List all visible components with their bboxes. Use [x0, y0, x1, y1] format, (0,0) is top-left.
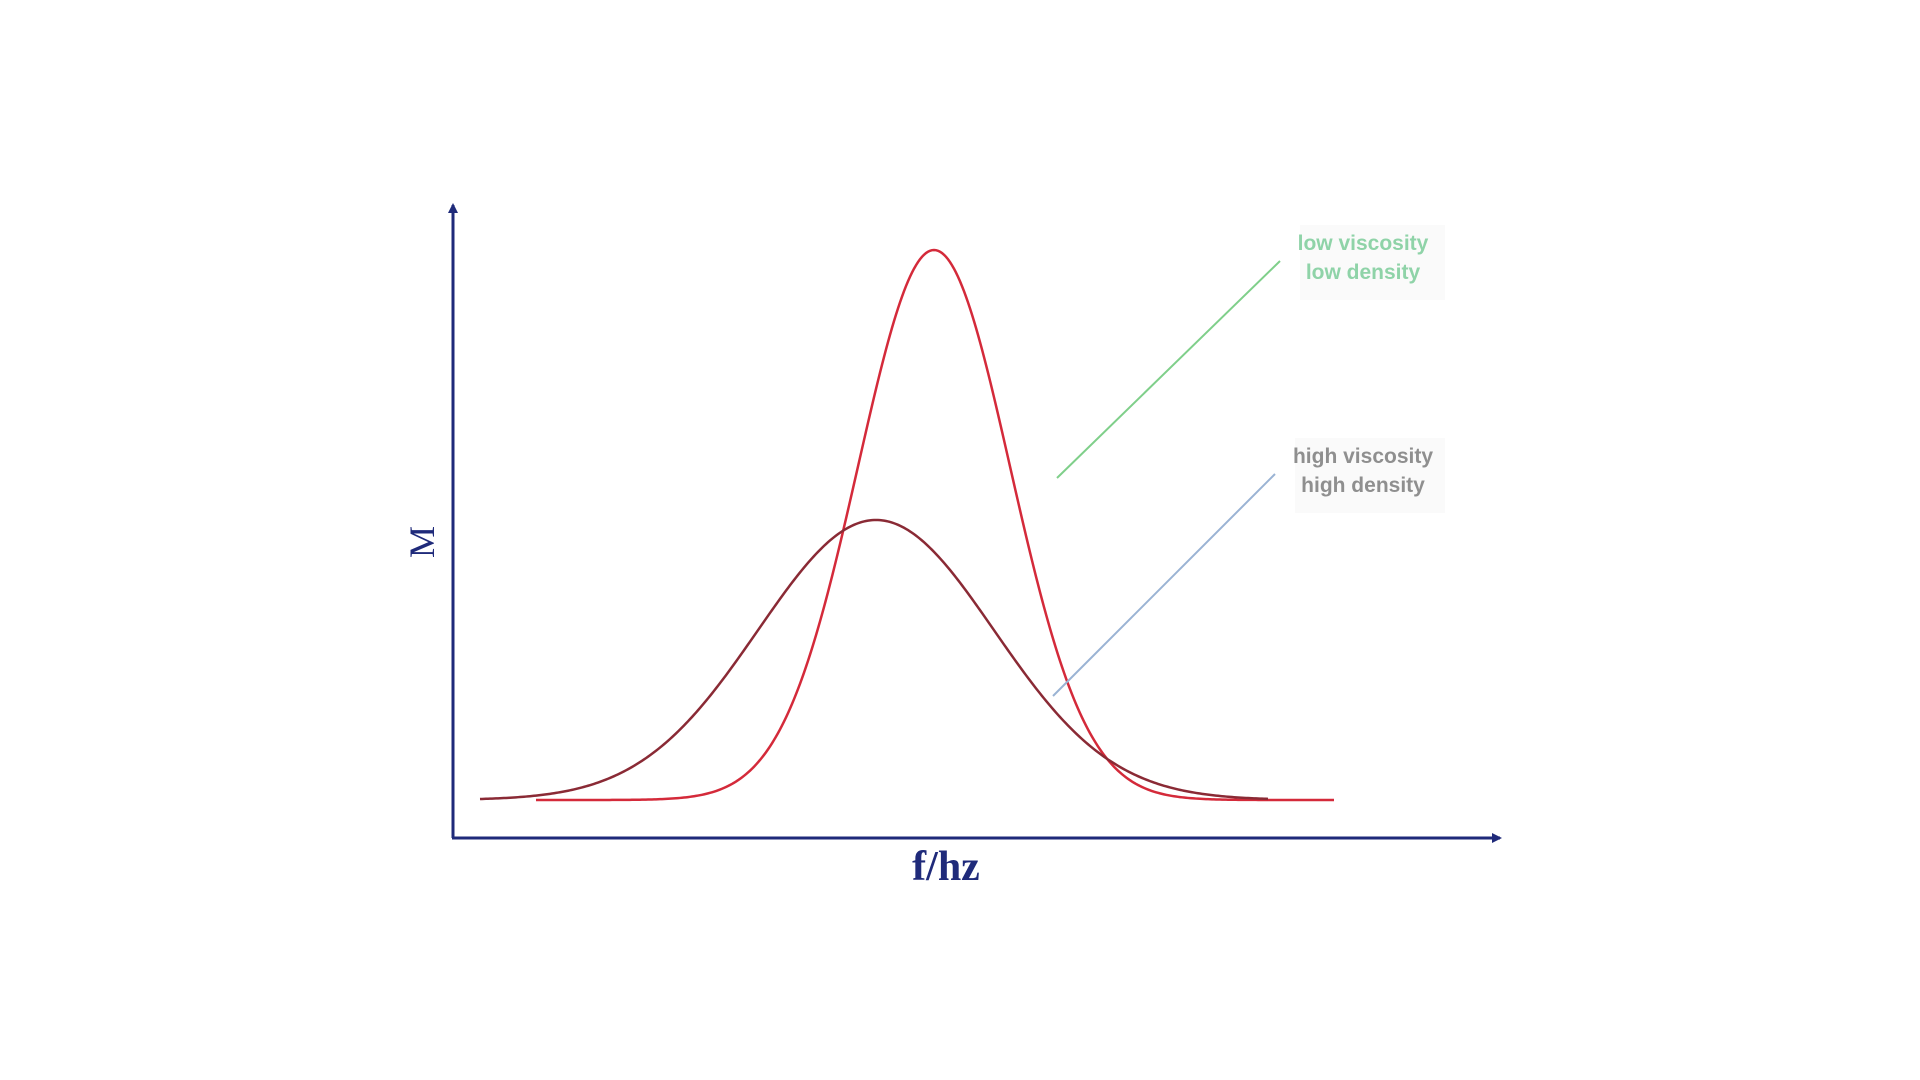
leader-line [1052, 473, 1276, 697]
annotation: high viscosity [1293, 445, 1433, 468]
low-viscosity-curve [536, 248, 1334, 802]
label-box [1295, 438, 1445, 513]
y-axis-title: M [402, 526, 442, 558]
annotation: low viscosity [1298, 232, 1429, 255]
label-box [1300, 225, 1445, 300]
high-viscosity-curve [479, 518, 1269, 801]
annotation: high density [1301, 474, 1425, 497]
leader-line [1056, 260, 1281, 479]
x-axis-title: f/hz [912, 844, 980, 890]
annotation: low density [1306, 261, 1421, 284]
